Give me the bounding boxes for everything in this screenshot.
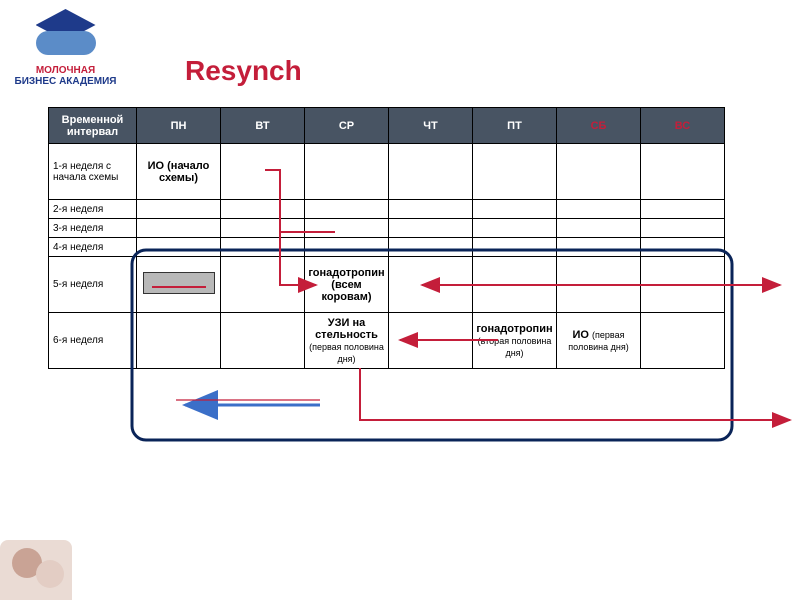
cow-image-bl <box>0 540 72 600</box>
cell <box>389 144 473 200</box>
logo-line2: БИЗНЕС <box>15 76 57 87</box>
cell-main: гонадотропин <box>476 323 552 335</box>
cell-sub: (вторая половина дня) <box>478 336 552 358</box>
cell <box>305 200 389 219</box>
cell-main: ИО <box>573 329 589 341</box>
logo-line1: МОЛОЧНАЯ <box>36 65 95 76</box>
cell <box>305 238 389 257</box>
cell-sub: (первая половина дня) <box>309 342 384 364</box>
cell: гонадотропин (всем коровам) <box>305 257 389 313</box>
page-title: Resynch <box>185 55 302 87</box>
row-week3: 3-я неделя <box>49 219 725 238</box>
cell <box>473 257 557 313</box>
cell: ИО (начало схемы) <box>137 144 221 200</box>
cell: УЗИ на стельность(первая половина дня) <box>305 313 389 369</box>
row-label: 1-я неделя с начала схемы <box>49 144 137 200</box>
th-wed: СР <box>305 108 389 144</box>
row-week6: 6-я неделя УЗИ на стельность(первая поло… <box>49 313 725 369</box>
row-label: 2-я неделя <box>49 200 137 219</box>
schedule-table-wrap: Временной интервал ПН ВТ СР ЧТ ПТ СБ ВС … <box>48 107 725 369</box>
logo: МОЛОЧНАЯ БИЗНЕС АКАДЕМИЯ <box>8 5 123 90</box>
cell <box>221 144 305 200</box>
th-fri: ПТ <box>473 108 557 144</box>
row-label: 3-я неделя <box>49 219 137 238</box>
row-week1: 1-я неделя с начала схемы ИО (начало схе… <box>49 144 725 200</box>
cell <box>137 200 221 219</box>
schedule-table: Временной интервал ПН ВТ СР ЧТ ПТ СБ ВС … <box>48 107 725 369</box>
cell <box>389 219 473 238</box>
cell: гонадотропин(вторая половина дня) <box>473 313 557 369</box>
th-interval: Временной интервал <box>49 108 137 144</box>
th-sun: ВС <box>641 108 725 144</box>
cell <box>389 313 473 369</box>
header-row: Временной интервал ПН ВТ СР ЧТ ПТ СБ ВС <box>49 108 725 144</box>
redacted-box <box>143 272 215 294</box>
cell <box>221 313 305 369</box>
logo-text: МОЛОЧНАЯ БИЗНЕС АКАДЕМИЯ <box>8 65 123 87</box>
cell <box>557 219 641 238</box>
cell <box>389 257 473 313</box>
th-tue: ВТ <box>221 108 305 144</box>
row-week2: 2-я неделя <box>49 200 725 219</box>
cell <box>641 200 725 219</box>
cell-main: УЗИ на стельность <box>315 317 378 341</box>
logo-line3: АКАДЕМИЯ <box>59 76 116 87</box>
row-label: 4-я неделя <box>49 238 137 257</box>
row-week4: 4-я неделя <box>49 238 725 257</box>
row-label: 5-я неделя <box>49 257 137 313</box>
cell <box>473 200 557 219</box>
cell <box>473 238 557 257</box>
cell <box>137 238 221 257</box>
cell <box>137 313 221 369</box>
cell <box>221 200 305 219</box>
cell <box>389 238 473 257</box>
cell <box>389 200 473 219</box>
cell <box>557 200 641 219</box>
cell <box>641 219 725 238</box>
cell <box>557 238 641 257</box>
cell <box>305 144 389 200</box>
cell <box>473 219 557 238</box>
th-mon: ПН <box>137 108 221 144</box>
logo-cow-shape <box>36 31 96 55</box>
cell <box>641 238 725 257</box>
cell <box>641 257 725 313</box>
cell: ИО (первая половина дня) <box>557 313 641 369</box>
cell <box>221 238 305 257</box>
cell <box>641 313 725 369</box>
cell <box>221 219 305 238</box>
cell <box>557 257 641 313</box>
row-label: 6-я неделя <box>49 313 137 369</box>
cell <box>473 144 557 200</box>
th-sat: СБ <box>557 108 641 144</box>
cell-box <box>137 257 221 313</box>
th-thu: ЧТ <box>389 108 473 144</box>
cell <box>221 257 305 313</box>
cell <box>641 144 725 200</box>
cell <box>305 219 389 238</box>
cell <box>557 144 641 200</box>
cell <box>137 219 221 238</box>
row-week5: 5-я неделя гонадотропин (всем коровам) <box>49 257 725 313</box>
